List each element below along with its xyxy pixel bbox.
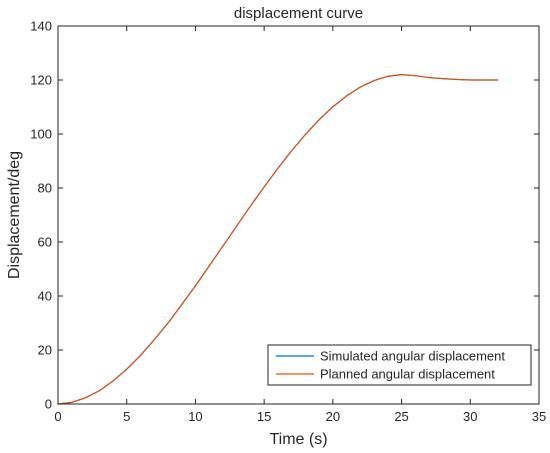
legend-box	[267, 344, 532, 386]
legend-label-2: Planned angular displacement	[320, 367, 495, 382]
x-tick-label: 30	[463, 409, 477, 424]
x-tick-label: 35	[532, 409, 546, 424]
y-tick-label: 140	[30, 19, 52, 34]
y-tick-label: 100	[30, 127, 52, 142]
y-axis-label: Displacement/deg	[6, 151, 23, 279]
axes	[57, 25, 540, 405]
x-tick-label: 5	[123, 409, 130, 424]
series-layer	[57, 73, 499, 405]
chart-title: displacement curve	[234, 5, 363, 22]
x-tick-label: 10	[188, 409, 202, 424]
y-axis-ticks: 0 20 40 60 80 100 120 140	[30, 19, 539, 412]
x-tick-label: 0	[54, 409, 61, 424]
y-tick-label: 120	[30, 73, 52, 88]
y-tick-label: 20	[38, 343, 52, 358]
legend: Simulated angular displacement Planned an…	[267, 344, 532, 386]
y-tick-label: 60	[38, 235, 52, 250]
x-tick-label: 20	[326, 409, 340, 424]
x-tick-label: 25	[394, 409, 408, 424]
x-axis-label: Time (s)	[269, 431, 327, 448]
x-tick-label: 15	[257, 409, 271, 424]
y-tick-label: 40	[38, 289, 52, 304]
y-tick-label: 0	[45, 397, 52, 412]
plot-area	[58, 26, 539, 404]
axes-box	[57, 25, 540, 405]
x-axis-ticks: 0 5 10 15 20 25 30 35	[54, 26, 546, 424]
y-tick-label: 80	[38, 181, 52, 196]
series-line-2	[57, 73, 499, 405]
legend-label-1: Simulated angular displacement	[320, 349, 505, 364]
